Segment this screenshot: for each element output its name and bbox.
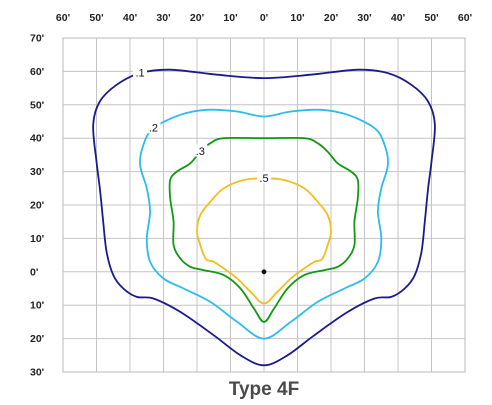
y-tick-label: 50'	[30, 99, 44, 111]
x-tick-label: 10'	[290, 12, 304, 24]
x-tick-label: 40'	[391, 12, 405, 24]
x-axis-ticks: 60' 50' 40' 30' 20' 10' 0' 10' 20' 30' 40' 50' 60'	[56, 12, 472, 24]
y-tick-label: 10'	[30, 233, 44, 245]
y-tick-label: 20'	[30, 333, 44, 345]
y-axis-ticks: 70' 60' 50' 40' 30' 20' 10' 0' 10' 20' 30'	[30, 33, 44, 379]
grid	[62, 37, 466, 373]
contour-line-1	[92, 68, 436, 367]
contour-line-3	[168, 136, 360, 323]
x-tick-label: 20'	[190, 12, 204, 24]
x-tick-label: 0'	[260, 12, 268, 24]
x-tick-label: 40'	[123, 12, 137, 24]
contour-label: .3	[196, 146, 205, 158]
x-tick-label: 60'	[56, 12, 70, 24]
contour-label-bg	[193, 144, 208, 157]
contour-label-bg	[257, 171, 271, 184]
contour-label-bg	[133, 66, 148, 79]
diagram-title: Type 4F	[229, 379, 299, 400]
x-tick-label: 20'	[324, 12, 338, 24]
contour-line-2	[139, 108, 389, 340]
x-tick-label: 30'	[156, 12, 170, 24]
contour-curves	[92, 68, 436, 367]
y-tick-label: 20'	[30, 200, 44, 212]
y-tick-label: 40'	[30, 133, 44, 145]
contour-labels: .1 .2 .3 .5	[133, 66, 271, 185]
contour-line-4	[196, 177, 332, 305]
y-tick-label: 30'	[30, 367, 44, 379]
luminaire-location-marker	[261, 269, 267, 275]
contour-label: .5	[259, 173, 268, 185]
x-tick-label: 50'	[424, 12, 438, 24]
y-tick-label: 10'	[30, 300, 44, 312]
x-tick-label: 50'	[89, 12, 103, 24]
contour-label: .2	[149, 123, 158, 135]
contour-label-bg	[146, 121, 161, 134]
x-tick-label: 10'	[223, 12, 237, 24]
y-tick-label: 60'	[30, 66, 44, 78]
y-tick-label: 0'	[30, 266, 38, 278]
y-tick-label: 70'	[30, 33, 44, 45]
x-tick-label: 60'	[458, 12, 472, 24]
y-tick-label: 30'	[30, 166, 44, 178]
contour-label: .1	[135, 68, 144, 80]
x-tick-label: 30'	[357, 12, 371, 24]
